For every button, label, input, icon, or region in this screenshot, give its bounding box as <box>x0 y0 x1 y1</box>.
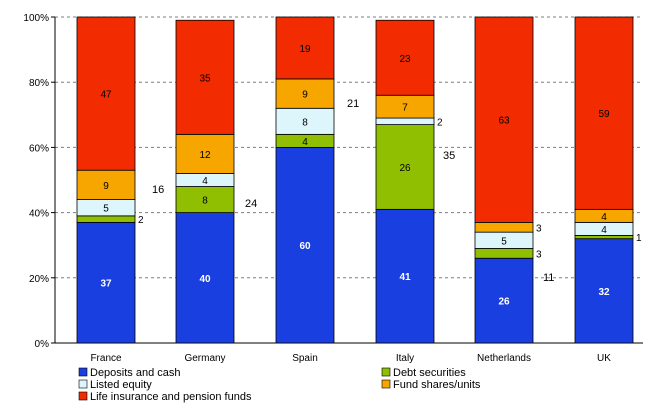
annotation-label: 21 <box>347 98 359 110</box>
legend-label: Debt securities <box>393 367 466 379</box>
bar-segment <box>474 221 534 233</box>
legend-label: Life insurance and pension funds <box>90 391 252 403</box>
data-label: 26 <box>498 297 510 308</box>
data-label: 8 <box>302 117 308 128</box>
data-label: 35 <box>199 73 211 84</box>
data-label: 3 <box>536 249 542 260</box>
x-tick-label: UK <box>597 353 611 364</box>
bar-segment <box>76 215 136 223</box>
legend-swatch <box>78 391 88 401</box>
data-label: 8 <box>202 196 208 207</box>
data-label: 26 <box>399 163 411 174</box>
y-tick-label: 20% <box>29 274 49 285</box>
data-label: 59 <box>598 109 610 120</box>
data-label: 2 <box>437 117 443 128</box>
y-tick-label: 80% <box>29 78 49 89</box>
data-label: 23 <box>399 54 411 65</box>
legend-label: Fund shares/units <box>393 379 481 391</box>
legend-swatch <box>381 367 391 377</box>
data-label: 5 <box>501 236 507 247</box>
y-axis-tick-labels: 0% 20% 40% 60% 80% 100% <box>23 13 55 350</box>
legend-swatch <box>78 367 88 377</box>
data-label: 3 <box>536 223 542 234</box>
legend-label: Deposits and cash <box>90 367 181 379</box>
bar-segment <box>175 133 235 174</box>
x-tick-label: Spain <box>292 353 318 364</box>
bar-segment <box>76 221 136 344</box>
data-label: 40 <box>199 274 211 285</box>
bar-segment <box>375 208 435 344</box>
bar-segment <box>574 238 634 344</box>
data-label: 4 <box>302 137 308 148</box>
bar-segment <box>474 248 534 259</box>
bar-segment <box>574 235 634 240</box>
y-tick-label: 100% <box>23 13 49 24</box>
annotation-label: 11 <box>543 272 554 284</box>
x-tick-label: Netherlands <box>477 353 531 364</box>
legend-swatch <box>78 379 88 389</box>
bar-segment <box>375 19 435 96</box>
x-tick-label: Italy <box>396 353 414 364</box>
gridlines <box>54 16 643 344</box>
data-label: 12 <box>199 150 211 161</box>
bar-segment <box>375 124 435 210</box>
bar-segment <box>175 19 235 135</box>
bar-segment <box>275 146 335 344</box>
data-label: 7 <box>402 103 408 114</box>
data-label: 32 <box>598 287 610 298</box>
data-label: 9 <box>103 181 109 192</box>
bars <box>76 16 634 344</box>
data-label: 4 <box>601 212 607 223</box>
data-labels: 3725947408412356048919412627232635363321… <box>100 44 642 308</box>
data-label: 4 <box>601 225 607 236</box>
bar-segment <box>175 212 235 344</box>
legend-swatch <box>381 379 391 389</box>
annotation-label: 16 <box>152 184 164 196</box>
bar-segment <box>474 16 534 223</box>
legend: Deposits and cash Debt securities Listed e… <box>78 367 481 403</box>
annotation-label: 24 <box>245 198 257 210</box>
y-tick-label: 40% <box>29 209 49 220</box>
bar-segment <box>275 107 335 135</box>
data-label: 4 <box>202 176 208 187</box>
y-tick-label: 60% <box>29 143 49 154</box>
data-label: 9 <box>302 90 308 101</box>
data-label: 41 <box>399 272 411 283</box>
bar-segment <box>76 169 136 200</box>
y-tick-label: 0% <box>35 339 50 350</box>
bar-segment <box>175 186 235 214</box>
x-axis-tick-labels: France Germany Spain Italy Netherlands UK <box>90 353 611 364</box>
bar-segment <box>574 16 634 210</box>
data-label: 37 <box>100 279 112 290</box>
bar-segment <box>474 257 534 344</box>
x-tick-label: France <box>90 353 122 364</box>
bar-segment <box>76 16 136 171</box>
bar-segment <box>275 16 335 80</box>
bar-segment <box>375 117 435 125</box>
data-label: 47 <box>100 90 112 101</box>
data-label: 60 <box>299 241 311 252</box>
x-tick-label: Germany <box>184 353 225 364</box>
data-label: 19 <box>299 44 311 55</box>
data-label: 2 <box>138 215 144 226</box>
legend-label: Listed equity <box>90 379 152 391</box>
data-label: 1 <box>636 233 642 244</box>
data-label: 5 <box>103 204 109 215</box>
data-label: 63 <box>498 116 510 127</box>
annotation-label: 35 <box>443 150 455 162</box>
